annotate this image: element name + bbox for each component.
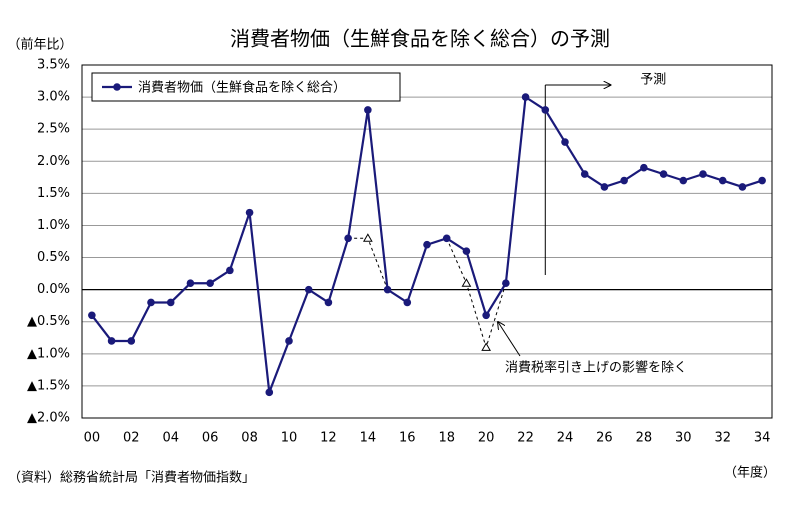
series-marker <box>679 176 688 185</box>
x-tick-label: 26 <box>596 431 613 446</box>
series-marker <box>442 234 451 243</box>
x-tick-label: 16 <box>399 431 416 446</box>
series-marker <box>166 298 175 307</box>
x-tick-label: 20 <box>478 431 495 446</box>
source-note: （資料）総務省統計局「消費者物価指数」 <box>8 470 255 486</box>
series-marker <box>758 176 766 185</box>
series-marker <box>718 176 727 185</box>
series-marker <box>127 337 136 345</box>
x-tick-label: 24 <box>557 431 574 446</box>
annotation-arrow <box>498 322 521 357</box>
y-tick-label: 0.0% <box>37 282 70 297</box>
series-marker <box>423 240 431 249</box>
series-marker <box>88 311 96 320</box>
series-marker <box>304 285 313 294</box>
series-marker <box>541 106 550 114</box>
series-marker <box>659 170 668 178</box>
forecast-label: 予測 <box>640 73 666 88</box>
x-tick-label: 30 <box>675 431 692 446</box>
y-tick-label: 0.5% <box>37 250 70 265</box>
series-marker <box>226 266 234 275</box>
x-axis-label: （年度） <box>724 465 776 481</box>
x-tick-label: 34 <box>754 431 771 446</box>
series-marker <box>699 170 707 178</box>
legend-marker <box>113 83 121 91</box>
series-marker <box>186 279 195 288</box>
series-marker <box>521 93 530 101</box>
series-marker <box>364 106 372 114</box>
dashed-marker <box>461 278 472 287</box>
x-tick-label: 28 <box>636 431 653 446</box>
dashed-line <box>348 237 389 290</box>
legend-label: 消費者物価（生鮮食品を除く総合） <box>138 80 346 96</box>
dashed-marker <box>362 233 373 242</box>
series-marker <box>265 388 274 397</box>
chart-title: 消費者物価（生鮮食品を除く総合）の予測 <box>230 27 610 51</box>
series-marker <box>561 138 569 146</box>
x-tick-label: 00 <box>84 431 101 446</box>
series-marker <box>620 176 628 185</box>
y-tick-label: 1.5% <box>37 186 70 201</box>
y-tick-label: 3.0% <box>37 90 70 105</box>
legend-box <box>91 72 401 102</box>
series-marker <box>245 208 254 217</box>
series-marker <box>344 234 352 243</box>
y-tick-label: 1.0% <box>37 218 70 233</box>
y-tick-label: ▲1.0% <box>27 346 70 361</box>
x-tick-label: 08 <box>241 431 258 446</box>
plot-frame <box>81 64 773 419</box>
series-marker <box>107 337 116 345</box>
x-tick-label: 02 <box>123 431 140 446</box>
x-tick-label: 14 <box>360 431 377 446</box>
x-tick-label: 04 <box>162 431 179 446</box>
dashed-line <box>446 238 507 350</box>
dashed-marker <box>481 342 492 351</box>
series-marker <box>738 183 747 191</box>
series-marker <box>502 279 510 288</box>
x-tick-label: 18 <box>438 431 455 446</box>
series-marker <box>383 285 392 294</box>
y-tick-label: ▲1.5% <box>27 378 70 393</box>
x-tick-label: 22 <box>517 431 534 446</box>
series-marker <box>640 163 648 172</box>
series-marker <box>324 298 333 307</box>
y-tick-label: ▲0.5% <box>27 314 70 329</box>
x-tick-label: 32 <box>714 431 731 446</box>
series-marker <box>580 170 589 178</box>
y-tick-label: ▲2.0% <box>27 411 70 426</box>
y-tick-label: 3.5% <box>37 58 70 73</box>
x-tick-label: 06 <box>202 431 219 446</box>
series-marker <box>206 279 214 288</box>
series-marker <box>482 311 490 320</box>
series-marker <box>403 298 412 307</box>
series-marker <box>147 298 155 307</box>
y-tick-label: 2.5% <box>37 122 70 137</box>
series-marker <box>462 247 471 255</box>
dashed-annotation: 消費税率引き上げの影響を除く <box>505 360 687 376</box>
x-tick-label: 12 <box>320 431 337 446</box>
y-tick-label: 2.0% <box>37 154 70 169</box>
y-axis-label: （前年比） <box>7 37 72 53</box>
series-marker <box>600 183 609 191</box>
series-marker <box>285 337 293 345</box>
x-tick-label: 10 <box>281 431 298 446</box>
